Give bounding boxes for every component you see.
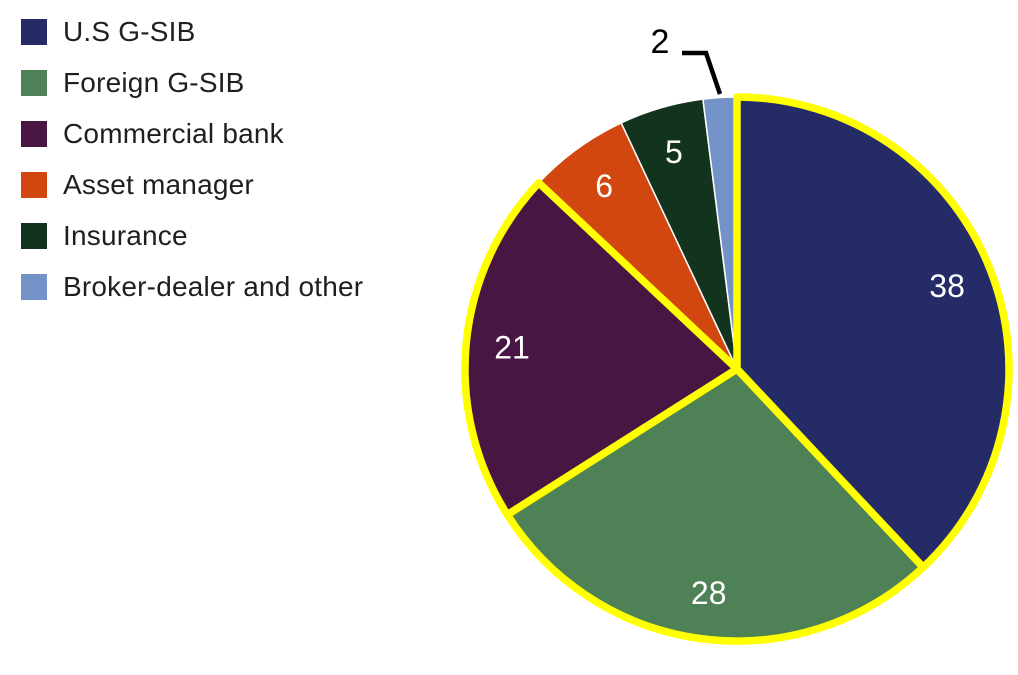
slice-value-label-asset-manager: 6: [595, 168, 613, 204]
pie-slice-border-foreign-g-sib: [503, 365, 927, 645]
legend-item-insurance: Insurance: [21, 220, 363, 251]
legend-swatch-commercial-bank: [21, 121, 47, 147]
legend-label-commercial-bank: Commercial bank: [63, 118, 284, 149]
pie-slice-border-u-s-g-sib: [733, 93, 1013, 572]
legend-item-broker-dealer-and-other: Broker-dealer and other: [21, 271, 364, 302]
pie-slice-u-s-g-sib: [737, 97, 1010, 568]
legend-label-insurance: Insurance: [63, 220, 188, 251]
slice-value-label-u-s-g-sib: 38: [929, 268, 965, 304]
pie-slice-border-commercial-bank: [461, 179, 741, 519]
legend-item-u-s-g-sib: U.S G-SIB: [21, 16, 363, 47]
callout-leader-line-broker-dealer-and-other: [682, 50, 723, 95]
legend-swatch-insurance: [21, 223, 47, 249]
legend-label-foreign-g-sib: Foreign G-SIB: [63, 67, 245, 98]
legend-swatch-asset-manager: [21, 172, 47, 198]
legend-item-asset-manager: Asset manager: [21, 169, 363, 200]
legend-label-u-s-g-sib: U.S G-SIB: [63, 16, 196, 47]
legend-swatch-foreign-g-sib: [21, 70, 47, 96]
slice-value-label-insurance: 5: [665, 134, 683, 170]
legend-item-foreign-g-sib: Foreign G-SIB: [21, 67, 363, 98]
legend-item-commercial-bank: Commercial bank: [21, 118, 363, 149]
slice-value-label-broker-dealer-and-other: 2: [651, 23, 670, 61]
slice-value-label-commercial-bank: 21: [494, 330, 530, 366]
legend: U.S G-SIB Foreign G-SIB Commercial bank Ass…: [21, 16, 364, 325]
legend-label-asset-manager: Asset manager: [63, 169, 254, 200]
slice-value-label-foreign-g-sib: 28: [691, 575, 727, 611]
legend-swatch-broker-dealer-and-other: [21, 274, 47, 300]
pie-slice-commercial-bank: [464, 182, 737, 515]
legend-label-broker-dealer-and-other: Broker-dealer and other: [63, 271, 364, 302]
pie-slice-foreign-g-sib: [507, 369, 924, 642]
legend-swatch-u-s-g-sib: [21, 19, 47, 45]
